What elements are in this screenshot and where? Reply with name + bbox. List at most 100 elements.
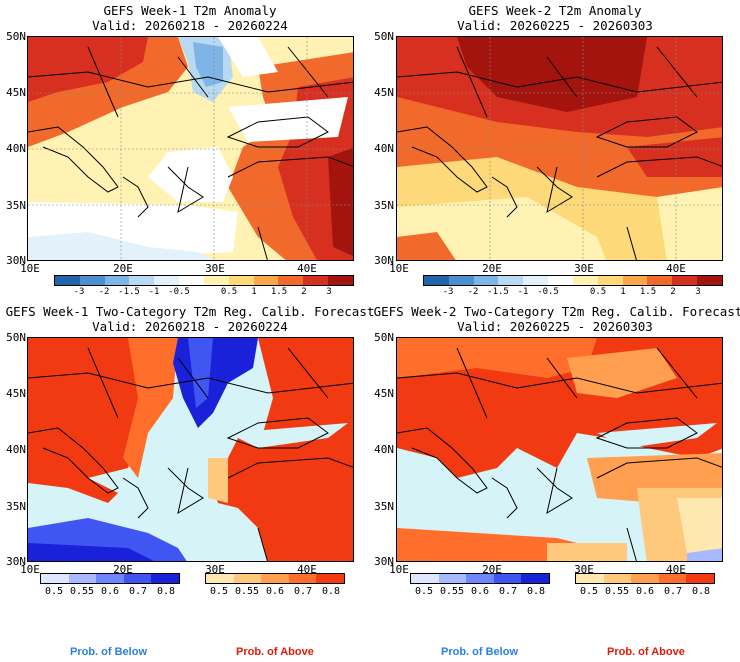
anomaly-colorbar-w2: [423, 275, 723, 286]
lat-label: 40N: [374, 443, 394, 456]
w2-anom-title: GEFS Week-2 T2m Anomaly: [468, 3, 642, 18]
prob-below-colorbar-w2: [410, 573, 550, 584]
prob-above-swatch: [206, 574, 234, 583]
anomaly-color-swatch: [228, 276, 254, 285]
colorbar-tick-label: -1.5: [487, 287, 509, 297]
anomaly-color-swatch: [253, 276, 279, 285]
lon-label: 30E: [574, 262, 594, 275]
w2-prob-valid: Valid: 20260225 - 20260303: [457, 319, 653, 334]
colorbar-tick-label: 0.5: [589, 287, 607, 297]
anomaly-color-swatch: [622, 276, 648, 285]
colorbar-tick-label: 0.8: [321, 586, 341, 597]
lat-label: 30N: [374, 555, 394, 568]
lat-label: 45N: [374, 86, 394, 99]
lon-label: 10E: [20, 262, 40, 275]
anomaly-color-swatch: [597, 276, 623, 285]
lon-label: 40E: [666, 262, 686, 275]
lat-label: 40N: [6, 443, 26, 456]
colorbar-tick-label: 0.6: [470, 586, 490, 597]
anomaly-color-swatch: [697, 276, 722, 285]
colorbar-tick-label: 0.6: [100, 586, 120, 597]
prob-above-swatch: [576, 574, 604, 583]
lat-label: 50N: [6, 30, 26, 43]
colorbar-tick-label: 0.8: [526, 586, 546, 597]
anomaly-color-swatch: [129, 276, 155, 285]
lon-label: 20E: [482, 563, 502, 576]
lon-label: 20E: [113, 262, 133, 275]
colorbar-tick-label: 3: [695, 287, 701, 297]
prob-below-swatch: [521, 574, 549, 583]
lat-label: 40N: [6, 142, 26, 155]
lon-label: 30E: [205, 563, 225, 576]
anomaly-color-swatch: [104, 276, 130, 285]
colorbar-tick-label: 2: [670, 287, 676, 297]
colorbar-tick-label: 0.5: [414, 586, 434, 597]
prob-above-colorbar-w2: [575, 573, 715, 584]
colorbar-tick-label: -0.5: [168, 287, 190, 297]
anomaly-color-swatch: [303, 276, 329, 285]
prob-above-swatch: [686, 574, 714, 583]
prob-below-label-w1: Prob. of Below: [70, 646, 147, 658]
prob-above-swatch: [261, 574, 289, 583]
colorbar-tick-label: 0.7: [128, 586, 148, 597]
w1-prob-title: GEFS Week-1 Two-Category T2m Reg. Calib.…: [5, 304, 375, 319]
lon-label: 20E: [482, 262, 502, 275]
anomaly-color-swatch: [424, 276, 449, 285]
colorbar-tick-label: 2: [301, 287, 307, 297]
colorbar-tick-label: 3: [326, 287, 332, 297]
lat-label: 30N: [374, 254, 394, 267]
colorbar-tick-label: -3: [73, 287, 85, 297]
colorbar-tick-label: -2: [98, 287, 110, 297]
prob-below-swatch: [493, 574, 522, 583]
lon-label: 10E: [20, 563, 40, 576]
colorbar-tick-label: 0.5: [209, 586, 229, 597]
anomaly-color-swatch: [473, 276, 499, 285]
colorbar-tick-label: 0.8: [691, 586, 711, 597]
lon-label: 10E: [389, 563, 409, 576]
colorbar-tick-label: 0.55: [235, 586, 260, 597]
lat-label: 45N: [6, 86, 26, 99]
colorbar-tick-label: 0.6: [635, 586, 655, 597]
prob-below-swatch: [151, 574, 179, 583]
prob-below-colorbar-w1: [40, 573, 180, 584]
anomaly-color-swatch: [328, 276, 353, 285]
anomaly-color-swatch: [672, 276, 698, 285]
prob-below-swatch: [411, 574, 439, 583]
lon-label: 30E: [574, 563, 594, 576]
prob-below-swatch: [41, 574, 69, 583]
colorbar-tick-label: 0.5: [44, 586, 64, 597]
colorbar-tick-label: 0.55: [605, 586, 630, 597]
prob-above-swatch: [658, 574, 687, 583]
colorbar-tick-label: 1: [620, 287, 626, 297]
w1-anom-title: GEFS Week-1 T2m Anomaly: [103, 3, 277, 18]
prob-below-swatch: [96, 574, 124, 583]
w2-prob-title: GEFS Week-2 Two-Category T2m Reg. Calib.…: [373, 304, 740, 319]
lon-label: 40E: [666, 563, 686, 576]
prob-above-label-w1: Prob. of Above: [236, 646, 314, 658]
colorbar-tick-label: -1: [148, 287, 160, 297]
prob-below-swatch: [123, 574, 152, 583]
prob-above-swatch: [631, 574, 659, 583]
w1-prob-valid: Valid: 20260218 - 20260224: [92, 319, 288, 334]
w1-anom-valid: Valid: 20260218 - 20260224: [92, 18, 288, 33]
lat-label: 50N: [374, 331, 394, 344]
anomaly-color-swatch: [154, 276, 180, 285]
colorbar-tick-label: 0.55: [440, 586, 465, 597]
lat-label: 45N: [6, 387, 26, 400]
colorbar-tick-label: 0.55: [70, 586, 95, 597]
anomaly-color-swatch: [55, 276, 80, 285]
colorbar-tick-label: 0.8: [156, 586, 176, 597]
lon-label: 20E: [113, 563, 133, 576]
prob-above-swatch: [603, 574, 632, 583]
lat-label: 30N: [6, 555, 26, 568]
colorbar-tick-label: 0.6: [265, 586, 285, 597]
w2-anom-valid: Valid: 20260225 - 20260303: [457, 18, 653, 33]
anomaly-color-swatch: [179, 276, 204, 285]
colorbar-tick-label: 1.5: [639, 287, 657, 297]
lon-label: 40E: [297, 262, 317, 275]
anomaly-color-swatch: [203, 276, 229, 285]
lon-label: 10E: [389, 262, 409, 275]
colorbar-tick-label: -2: [467, 287, 479, 297]
lat-label: 35N: [374, 199, 394, 212]
colorbar-tick-label: 0.5: [220, 287, 238, 297]
